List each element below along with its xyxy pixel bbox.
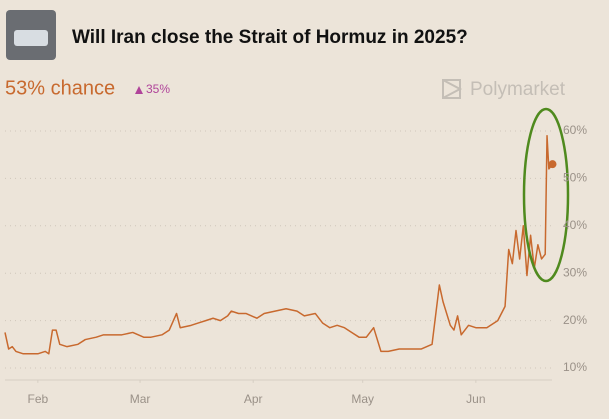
x-tick-label: Feb	[28, 392, 49, 406]
y-tick-label: 20%	[563, 313, 587, 327]
brand: Polymarket	[470, 79, 566, 100]
y-tick-label: 60%	[563, 123, 587, 137]
change: 35%	[146, 82, 170, 96]
end-marker	[548, 160, 557, 169]
market-image-ship	[14, 30, 48, 46]
x-tick-label: May	[351, 392, 374, 406]
y-tick-label: 40%	[563, 218, 587, 232]
line	[4, 134, 554, 355]
change-arrow	[135, 86, 143, 94]
y-tick-label: 10%	[563, 360, 587, 374]
y-tick-label: 50%	[563, 171, 587, 185]
chance: 53% chance	[5, 77, 115, 99]
brand-logo	[442, 79, 463, 99]
x-tick-label: Apr	[244, 392, 263, 406]
market-title: Will Iran close the Strait of Hormuz in …	[72, 27, 468, 48]
y-tick-label: 30%	[563, 265, 587, 279]
highlight-ellipse	[522, 107, 570, 283]
x-tick-label: Mar	[130, 392, 151, 406]
x-tick-label: Jun	[466, 392, 485, 406]
